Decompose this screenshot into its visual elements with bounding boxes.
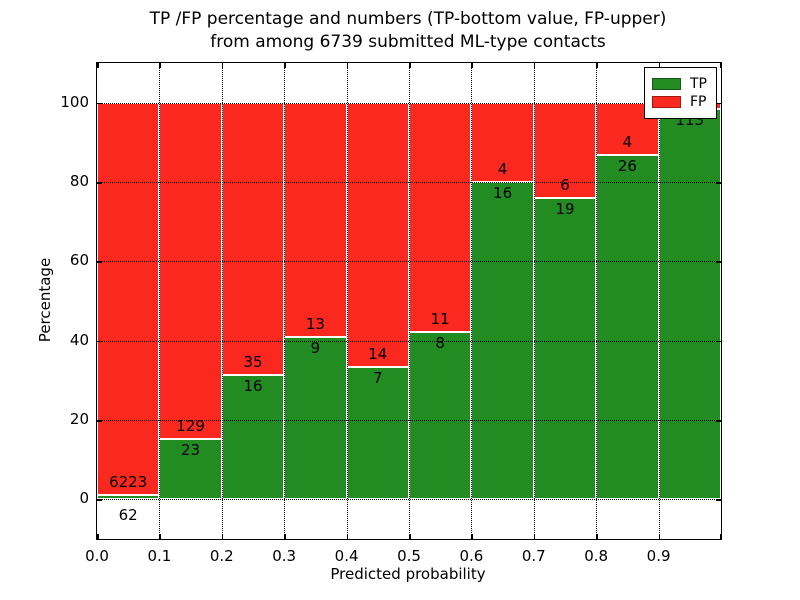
bar-segment-fp-0.7-0.8: [533, 102, 597, 198]
bar-segment-tp-0.3-0.4: [284, 337, 347, 500]
legend-swatch-tp: [652, 78, 681, 90]
x-tick-label-0.4: 0.4: [334, 547, 359, 565]
tick-x-bottom-6: [471, 534, 473, 539]
y-tick-label-40: 40: [69, 330, 89, 349]
bar-segment-fp-0.0-0.1: [97, 102, 160, 496]
bar-segment-tp-0.8-0.9: [596, 155, 659, 500]
bar-segment-fp-0.6-0.7: [471, 102, 534, 182]
chart-title: TP /FP percentage and numbers (TP-bottom…: [96, 8, 720, 54]
tick-x-top-1: [159, 63, 161, 68]
y-axis-label: Percentage: [36, 257, 54, 343]
bar-segment-fp-0.4-0.5: [346, 102, 409, 368]
tick-x-top-0: [97, 63, 99, 68]
tick-x-bottom-4: [346, 534, 349, 539]
x-tick-label-0.0: 0.0: [85, 547, 109, 565]
tp-value-label-0.0-0.1: 62: [118, 506, 138, 525]
x-tick-label-0.1: 0.1: [147, 547, 172, 565]
x-tick-label-0.8: 0.8: [584, 547, 609, 565]
legend-item-tp: TP: [652, 76, 707, 92]
tick-x-bottom-9: [658, 534, 661, 539]
tick-x-top-8: [596, 63, 598, 68]
x-tick-label-0.3: 0.3: [272, 547, 297, 565]
x-tick-label-0.6: 0.6: [459, 547, 484, 565]
y-tick-label-100: 100: [60, 92, 89, 111]
bar-segment-tp-0.0-0.1: [97, 495, 160, 500]
tick-x-top-3: [284, 63, 286, 68]
x-tick-label-0.2: 0.2: [209, 547, 234, 565]
plot-area: 6223 62 129 23 35 16 13 9 14 7 11 8 4 16 6 19 4 26 113 0.0…: [60, 62, 722, 565]
legend-item-fp: FP: [652, 94, 707, 110]
tick-x-bottom-0: [97, 534, 99, 539]
y-tick-label-20: 20: [69, 410, 89, 428]
legend-label-tp: TP: [690, 76, 707, 92]
bar-segment-tp-0.2-0.3: [221, 374, 285, 500]
tick-x-top-4: [346, 63, 349, 68]
tick-x-bottom-5: [409, 534, 411, 539]
bar-segment-fp-0.3-0.4: [284, 102, 347, 338]
bar-segment-fp-0.5-0.6: [409, 102, 472, 333]
bar-segment-tp-0.6-0.7: [471, 182, 534, 500]
x-tick-label-0.7: 0.7: [521, 547, 546, 565]
y-tick-label-60: 60: [69, 251, 89, 270]
y-tick-label-80: 80: [69, 172, 89, 190]
bar-segment-tp-0.7-0.8: [533, 197, 597, 500]
tick-x-bottom-7: [533, 534, 536, 539]
gridline-h-0: [97, 499, 721, 501]
tick-x-bottom-2: [221, 534, 224, 539]
bar-segment-tp-0.9-1.0: [658, 109, 721, 500]
legend-label-fp: FP: [690, 94, 707, 110]
tick-x-bottom-8: [596, 534, 598, 539]
chart-title-line1: TP /FP percentage and numbers (TP-bottom…: [149, 9, 667, 29]
bar-segment-tp-0.4-0.5: [346, 367, 409, 500]
x-axis-label: Predicted probability: [330, 565, 486, 583]
bar-segment-tp-0.1-0.2: [159, 439, 222, 500]
legend: TP FP: [644, 67, 717, 119]
tick-y-right-0: [716, 499, 721, 501]
tick-x-top-2: [221, 63, 224, 68]
tick-x-top-6: [471, 63, 473, 68]
chart-title-line2: from among 6739 submitted ML-type contac…: [210, 32, 606, 52]
y-tick-label-0: 0: [79, 489, 89, 508]
tick-x-bottom-10: [719, 534, 721, 539]
x-tick-label-0.5: 0.5: [397, 547, 421, 565]
tick-x-top-7: [533, 63, 536, 68]
bar-segment-fp-0.2-0.3: [221, 102, 285, 375]
bar-segment-tp-0.5-0.6: [409, 332, 472, 500]
legend-swatch-fp: [652, 96, 681, 108]
tick-x-bottom-1: [159, 534, 161, 539]
tick-x-bottom-3: [284, 534, 286, 539]
tick-x-top-5: [409, 63, 411, 68]
tick-x-top-10: [719, 63, 721, 68]
x-tick-label-0.9: 0.9: [646, 547, 671, 565]
tick-y-left-0: [97, 499, 102, 501]
bar-segment-fp-0.1-0.2: [159, 102, 222, 440]
